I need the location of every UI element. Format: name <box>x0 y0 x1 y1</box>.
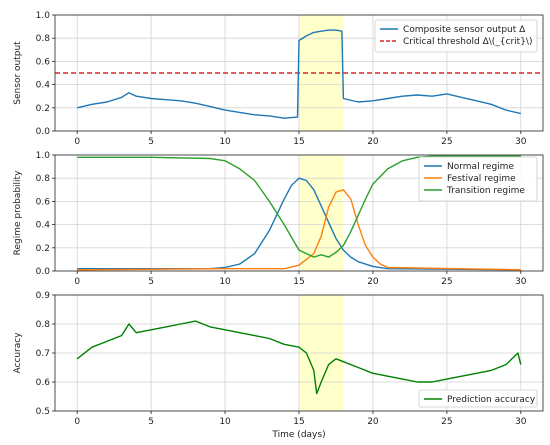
y-tick-label: 0.4 <box>36 221 51 231</box>
x-tick-label: 10 <box>219 277 231 287</box>
legend-label: Critical threshold Δ\(_{crit}\) <box>403 37 532 47</box>
x-tick-label: 25 <box>441 137 452 147</box>
legend: Composite sensor output Δ Critical thresh… <box>374 19 538 53</box>
y-tick-label: 0.0 <box>36 267 51 277</box>
y-tick-label: 0.6 <box>36 197 51 207</box>
series-line-2 <box>77 189 521 271</box>
legend-label: Transition regime <box>446 186 525 196</box>
x-tick-label: 5 <box>148 417 154 427</box>
legend: Normal regime Festival regime Transition r… <box>418 156 538 202</box>
x-tick-label: 10 <box>219 137 231 147</box>
y-tick-label: 0.8 <box>36 174 51 184</box>
y-tick-label: 0.4 <box>36 81 51 91</box>
y-tick-label: 0.0 <box>36 127 51 137</box>
chart-panel-1: 0 5 10 15 20 25 30 0.0 0.2 0.4 0.6 0.8 1.0 Sensor out… <box>13 11 544 147</box>
legend-box <box>418 156 538 202</box>
x-tick-label: 20 <box>367 137 379 147</box>
y-axis-label: Sensor output <box>13 41 23 105</box>
y-tick-label: 0.2 <box>36 244 50 254</box>
x-tick-label: 30 <box>515 417 527 427</box>
x-tick-label: 5 <box>148 137 154 147</box>
y-tick-label: 1.0 <box>36 11 51 21</box>
x-tick-label: 5 <box>148 277 154 287</box>
legend-label: Normal regime <box>447 162 514 172</box>
x-tick-label: 15 <box>293 417 304 427</box>
x-tick-label: 25 <box>441 417 452 427</box>
x-tick-label: 15 <box>293 137 304 147</box>
y-axis-label: Regime probability <box>13 170 23 255</box>
legend: Prediction accuracy <box>418 389 538 408</box>
x-tick-label: 0 <box>74 137 80 147</box>
legend-box <box>374 19 538 53</box>
legend-label: Festival regime <box>447 174 516 184</box>
series-line-1 <box>77 29 521 119</box>
chart-panel-3: 0 5 10 15 20 25 30 0.5 0.6 0.7 0.8 0.9 Accuracy Time … <box>13 291 544 440</box>
y-tick-label: 0.6 <box>36 57 51 67</box>
x-tick-label: 0 <box>74 277 80 287</box>
x-axis-label: Time (days) <box>271 430 325 440</box>
y-tick-label: 0.8 <box>36 320 51 330</box>
y-tick-label: 0.2 <box>36 104 50 114</box>
x-tick-label: 10 <box>219 417 231 427</box>
y-tick-label: 0.5 <box>36 407 50 417</box>
y-tick-label: 0.8 <box>36 34 51 44</box>
x-tick-label: 15 <box>293 277 304 287</box>
x-tick-label: 0 <box>74 417 80 427</box>
y-axis-label: Accuracy <box>13 332 23 374</box>
x-tick-label: 20 <box>367 277 379 287</box>
x-tick-label: 25 <box>441 277 452 287</box>
y-tick-label: 0.7 <box>36 349 50 359</box>
x-tick-label: 30 <box>515 277 527 287</box>
series-line-3 <box>77 155 521 258</box>
legend-label: Composite sensor output Δ <box>403 25 526 35</box>
chart-panel-2: 0 5 10 15 20 25 30 0.0 0.2 0.4 0.6 0.8 1.0 Regime pro… <box>13 151 544 287</box>
legend-box <box>418 389 538 408</box>
legend-label: Prediction accuracy <box>447 395 536 405</box>
y-tick-label: 1.0 <box>36 151 51 161</box>
series-line-1 <box>77 177 521 271</box>
y-tick-label: 0.9 <box>36 291 51 301</box>
x-tick-label: 30 <box>515 137 527 147</box>
y-tick-label: 0.6 <box>36 378 51 388</box>
series-line-1 <box>76 320 522 395</box>
x-tick-label: 20 <box>367 417 379 427</box>
